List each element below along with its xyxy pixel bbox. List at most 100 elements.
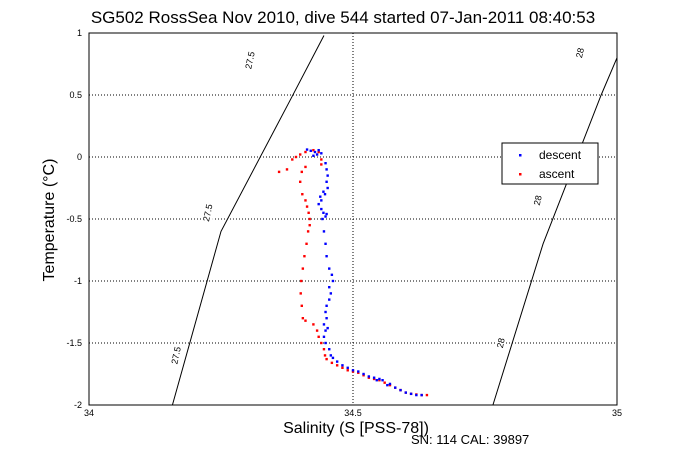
descent-point	[321, 217, 324, 221]
legend: descent ascent	[501, 142, 599, 185]
ascent-point	[351, 370, 355, 373]
descent-point	[367, 375, 371, 378]
descent-point	[326, 326, 329, 330]
contour-label: 28	[532, 194, 544, 206]
chart-title: SG502 RossSea Nov 2010, dive 544 started…	[91, 8, 595, 27]
ascent-point	[362, 374, 365, 377]
descent-point	[335, 360, 339, 363]
descent-point	[326, 174, 329, 177]
descent-point	[325, 317, 328, 320]
scatter-points	[277, 148, 429, 397]
descent-point	[312, 154, 315, 157]
contour-label-background	[171, 346, 182, 365]
density-contours: 27.5 27.5 27.5 28 28 28	[169, 35, 618, 406]
y-tick-label: 0.5	[69, 90, 82, 100]
ascent-point	[304, 165, 307, 169]
descent-point	[399, 388, 402, 392]
ascent-point	[277, 170, 281, 174]
descent-point	[324, 242, 327, 245]
ascent-point	[299, 292, 302, 295]
ascent-point	[312, 323, 315, 326]
descent-point	[317, 148, 320, 152]
x-tick-label: 35	[612, 408, 622, 418]
descent-point	[328, 348, 331, 351]
contour-label-background	[202, 203, 213, 222]
contour-label: 28	[495, 337, 507, 349]
ascent-point	[323, 354, 327, 357]
ascent-point	[341, 366, 344, 369]
y-tick-label: -1	[74, 276, 82, 286]
descent-point	[328, 267, 331, 270]
contour-label-background	[245, 51, 256, 70]
descent-point	[324, 215, 327, 218]
ascent-point	[367, 376, 371, 379]
ascent-point	[317, 150, 320, 154]
ascent-point	[320, 158, 323, 161]
descent-point	[415, 393, 418, 397]
y-tick-label: -0.5	[66, 214, 82, 224]
contour-label: 27.5	[169, 346, 182, 365]
descent-point	[329, 292, 333, 295]
contour-label: 28	[574, 47, 586, 59]
descent-point	[328, 286, 331, 289]
descent-point	[324, 329, 327, 332]
contour-label-background	[495, 334, 506, 352]
ascent-point	[308, 224, 311, 227]
ascent-point	[425, 393, 429, 397]
descent-point	[309, 149, 312, 152]
descent-point	[325, 304, 328, 307]
descent-point	[320, 199, 323, 202]
ascent-point	[308, 217, 311, 221]
descent-point	[322, 335, 326, 338]
ascent-point	[306, 230, 310, 233]
descent-point	[325, 212, 328, 216]
ascent-point	[301, 267, 305, 270]
ascent-point	[372, 377, 376, 381]
descent-point	[357, 370, 360, 373]
descent-point	[331, 356, 335, 360]
descent-point	[319, 195, 322, 198]
x-tick-label: 34	[84, 408, 94, 418]
y-tick-label: -2	[74, 400, 82, 410]
ascent-point	[305, 205, 309, 208]
descent-point	[305, 148, 309, 151]
descent-point	[409, 392, 413, 396]
y-axis-label: Temperature (°C)	[41, 159, 58, 282]
ascent-point	[320, 163, 323, 166]
ascent-point	[294, 155, 298, 159]
descent-point	[317, 202, 320, 206]
ascent-point	[383, 381, 386, 384]
ascent-point	[388, 383, 392, 387]
descent-point	[325, 180, 328, 183]
descent-point	[351, 369, 355, 372]
serial-calibration-footer: SN: 114 CAL: 39897	[411, 432, 529, 447]
descent-point	[324, 310, 327, 314]
ascent-point	[330, 361, 334, 365]
ascent-point	[300, 279, 303, 283]
x-tick-labels: 34 34.5 35	[84, 408, 622, 418]
descent-point	[322, 230, 326, 233]
descent-point	[324, 162, 327, 165]
contour-label: 27.5	[243, 51, 256, 70]
ascent-point	[304, 319, 307, 322]
legend-descent-marker	[519, 154, 522, 157]
y-tick-label: -1.5	[66, 338, 82, 348]
y-tick-label: 1	[77, 28, 82, 38]
ascent-point	[301, 193, 304, 196]
descent-point	[372, 376, 376, 379]
ascent-point	[300, 304, 303, 307]
ascent-point	[299, 180, 302, 183]
legend-ascent-label: ascent	[539, 167, 575, 181]
x-axis-label: Salinity (S [PSS-78])	[283, 420, 429, 437]
ascent-point	[299, 153, 302, 156]
descent-point	[313, 150, 317, 154]
descent-point	[328, 298, 331, 301]
y-tick-labels: -2 -1.5 -1 -0.5 0 0.5 1	[66, 28, 82, 410]
descent-point	[341, 364, 344, 367]
ascent-point	[301, 317, 305, 320]
contour-label: 27.5	[201, 203, 214, 222]
descent-point	[394, 386, 397, 389]
contour-label-background	[575, 43, 586, 62]
descent-point	[330, 273, 334, 276]
